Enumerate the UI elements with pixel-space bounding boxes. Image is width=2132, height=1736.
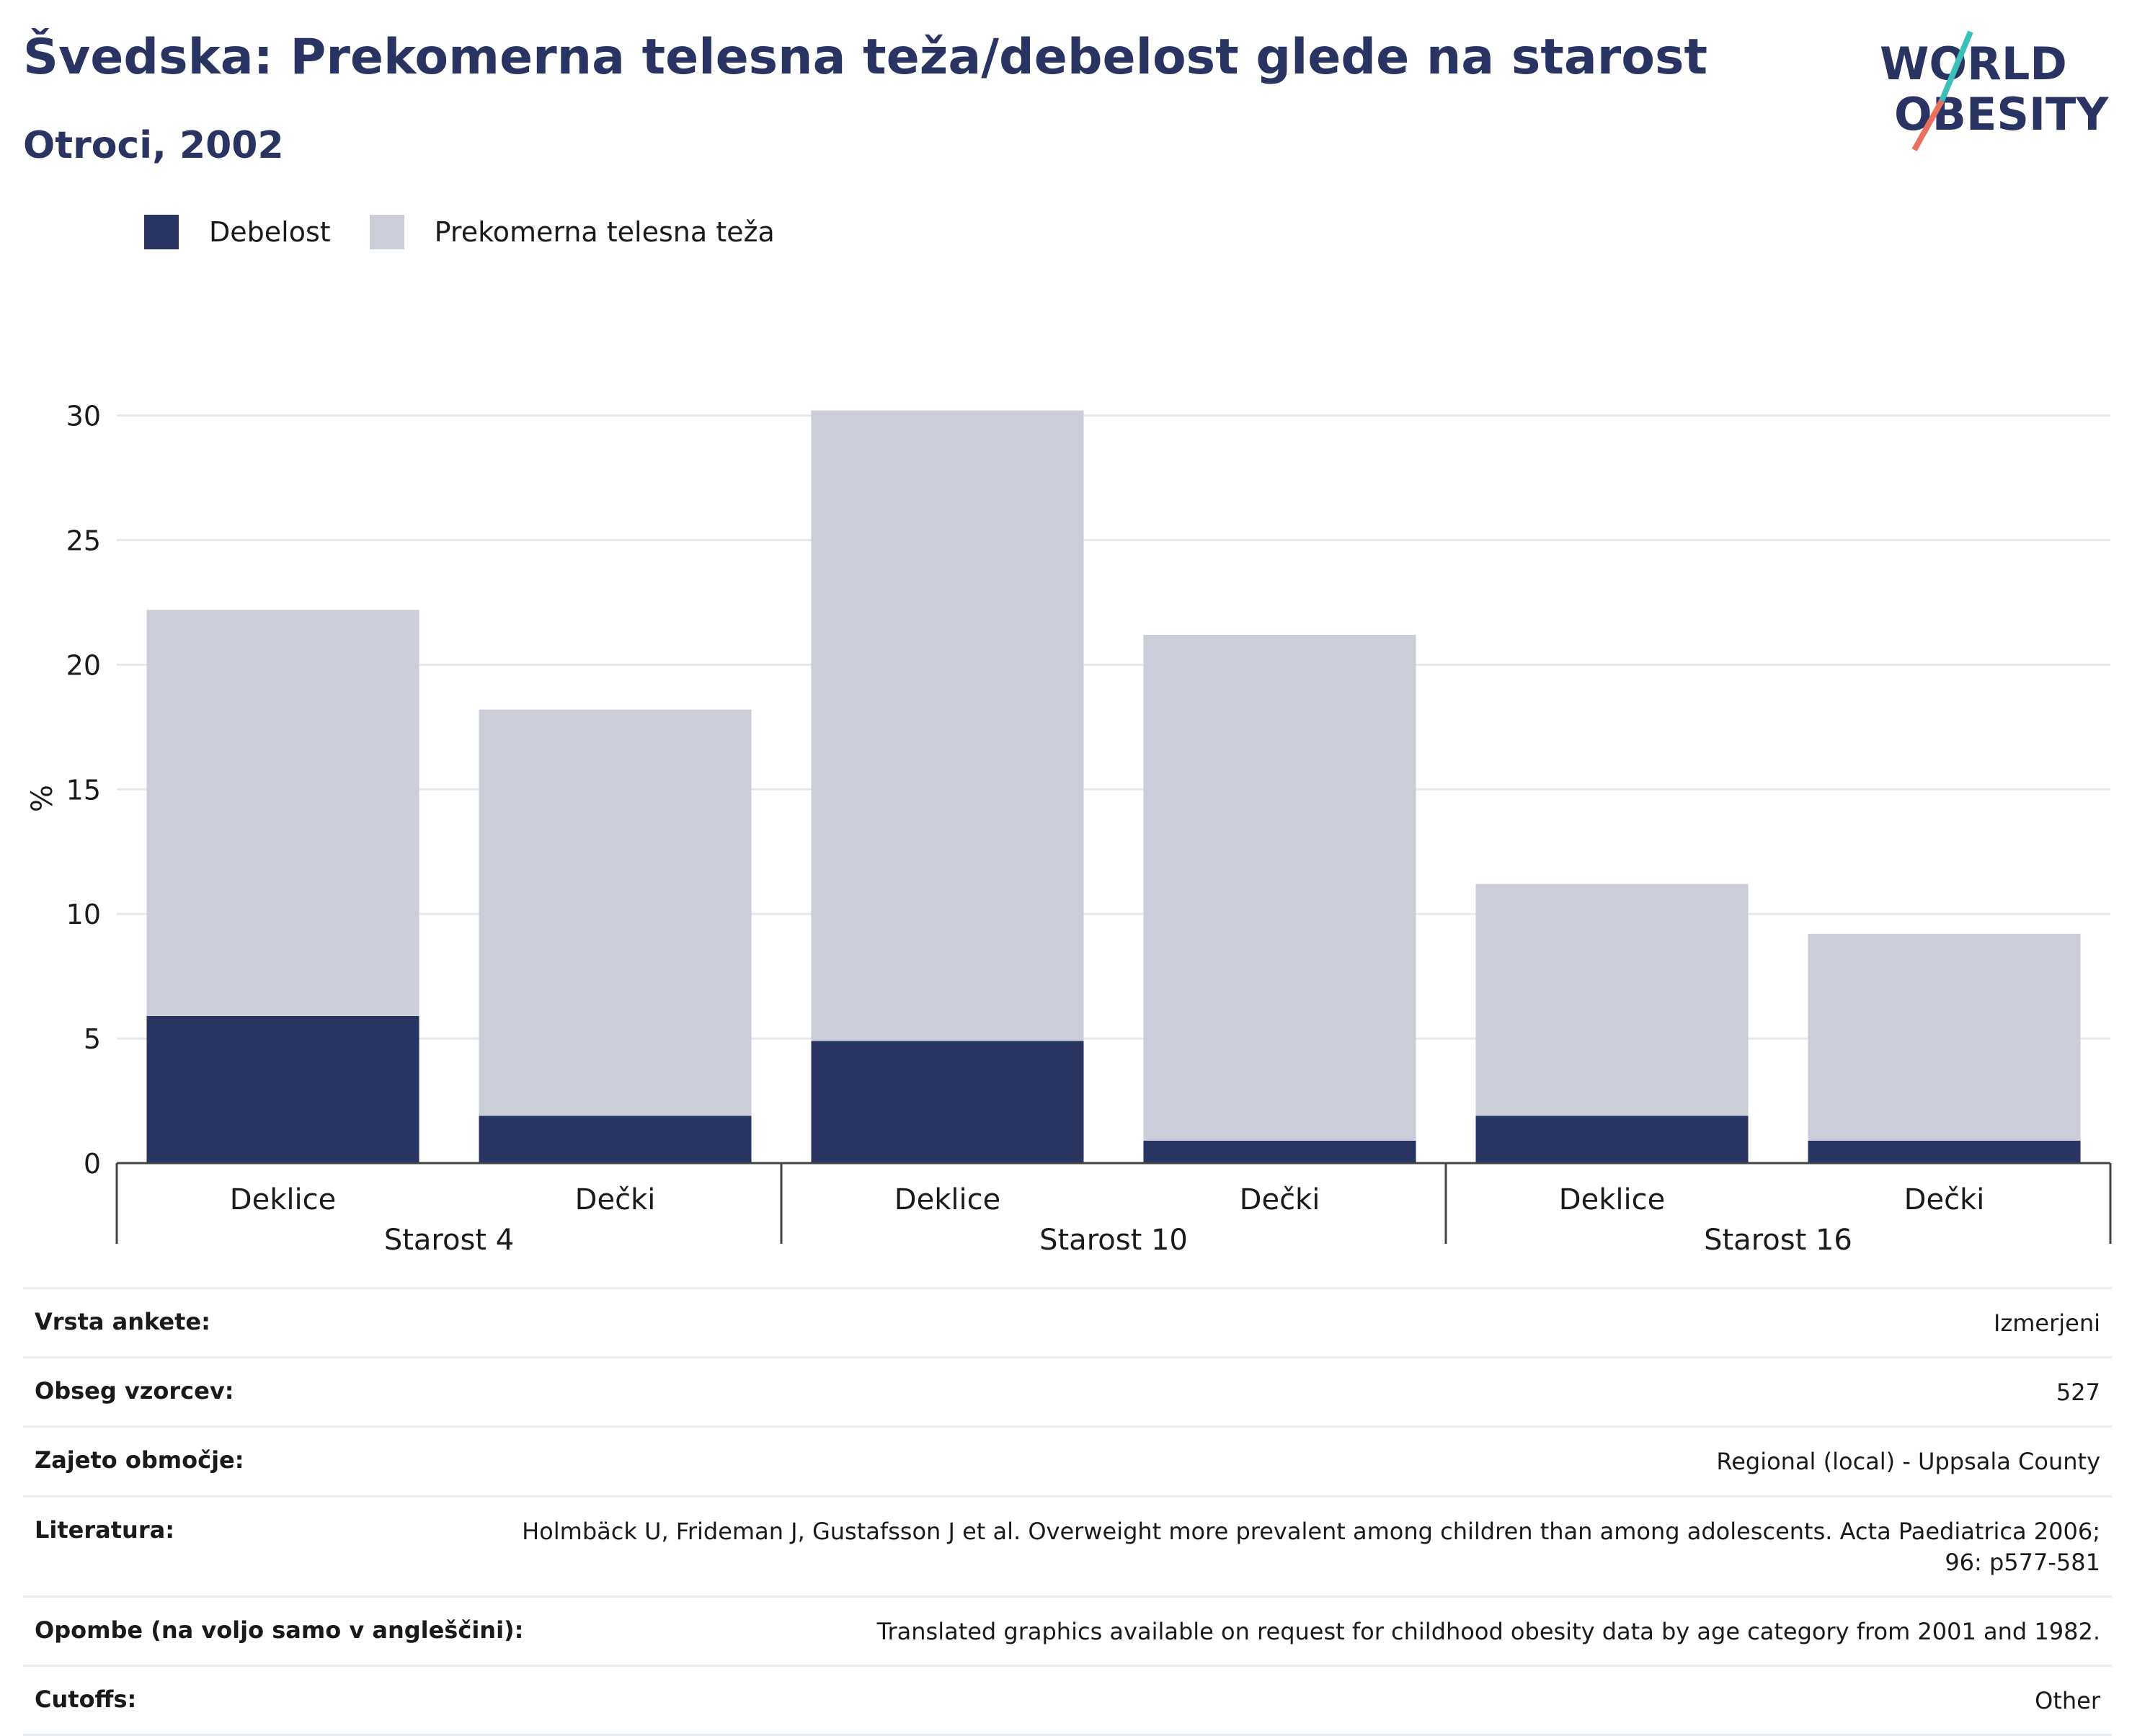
- legend-item-prekomerna[interactable]: Prekomerna telesna teža: [369, 215, 775, 249]
- meta-row: Vrsta ankete: Izmerjeni: [23, 1287, 2112, 1356]
- legend-label: Prekomerna telesna teža: [434, 216, 775, 248]
- bar-debelost: [1143, 1140, 1416, 1163]
- meta-row: Cutoffs: Other: [23, 1665, 2112, 1736]
- legend-swatch-debelost: [144, 215, 179, 249]
- bar-prekomerna-telesna-teža: [146, 610, 419, 1016]
- chart-subtitle: Otroci, 2002: [23, 124, 284, 167]
- x-tick-label: Deklice: [230, 1183, 336, 1216]
- meta-value: Translated graphics available on request…: [876, 1617, 2100, 1645]
- logo-slash-red: [1911, 99, 1945, 151]
- meta-value: Regional (local) - Uppsala County: [1716, 1448, 2100, 1476]
- x-tick-label: Dečki: [1240, 1183, 1320, 1216]
- y-axis-label: %: [26, 785, 59, 812]
- meta-row: Zajeto območje: Regional (local) - Uppsa…: [23, 1425, 2112, 1495]
- bar-debelost: [811, 1041, 1084, 1163]
- logo-line1: WORLD: [1880, 37, 2067, 90]
- meta-row: Literatura: Holmbäck U, Frideman J, Gust…: [23, 1495, 2112, 1595]
- meta-value: Other: [2035, 1687, 2100, 1715]
- y-tick-label: 5: [84, 1023, 101, 1055]
- bar-prekomerna-telesna-teža: [811, 410, 1084, 1041]
- y-tick-label: 0: [84, 1148, 101, 1180]
- y-tick-label: 20: [66, 649, 101, 681]
- x-tick-label: Deklice: [894, 1183, 1000, 1216]
- meta-row: Obseg vzorcev: 527: [23, 1356, 2112, 1425]
- legend-label: Debelost: [209, 216, 331, 248]
- meta-label: Literatura:: [35, 1515, 174, 1544]
- y-tick-label: 15: [66, 774, 101, 806]
- world-obesity-logo: WORLD OBESITY: [1880, 30, 2109, 151]
- chart-legend: Debelost Prekomerna telesna teža: [144, 215, 814, 249]
- legend-item-debelost[interactable]: Debelost: [144, 215, 331, 249]
- x-group-label: Starost 4: [384, 1224, 514, 1257]
- meta-label: Zajeto območje:: [35, 1446, 244, 1474]
- x-group-label: Starost 10: [1039, 1224, 1188, 1257]
- bar-debelost: [1808, 1140, 2081, 1163]
- meta-label: Obseg vzorcev:: [35, 1377, 234, 1405]
- logo-slash-teal: [1939, 30, 1973, 102]
- meta-label: Cutoffs:: [35, 1686, 137, 1714]
- chart-title: Švedska: Prekomerna telesna teža/debelos…: [23, 29, 1707, 86]
- x-tick-label: Dečki: [575, 1183, 656, 1216]
- legend-swatch-prekomerna: [369, 215, 404, 249]
- y-tick-label: 25: [66, 525, 101, 556]
- stacked-bar-chart: 0 5 10 15 20 25 30% Deklice Dečki Starost 4 Deklic…: [26, 401, 2112, 1257]
- logo-line2: OBESITY: [1894, 88, 2109, 141]
- y-tick-label: 30: [66, 401, 101, 432]
- y-tick-label: 10: [66, 899, 101, 930]
- x-tick-label: Deklice: [1559, 1183, 1665, 1216]
- bar-prekomerna-telesna-teža: [479, 709, 752, 1116]
- bar-prekomerna-telesna-teža: [1475, 883, 1749, 1116]
- x-tick-label: Dečki: [1904, 1183, 1985, 1216]
- bar-debelost: [146, 1015, 419, 1163]
- bar-prekomerna-telesna-teža: [1808, 933, 2081, 1141]
- meta-value: Izmerjeni: [1994, 1309, 2100, 1337]
- bar-debelost: [479, 1116, 752, 1163]
- x-group-label: Starost 16: [1704, 1224, 1852, 1257]
- meta-value: Holmbäck U, Frideman J, Gustafsson J et …: [522, 1517, 2100, 1576]
- metadata-table: Vrsta ankete: Izmerjeni Obseg vzorcev: 5…: [23, 1287, 2112, 1736]
- bar-debelost: [1475, 1116, 1749, 1163]
- meta-value: 527: [2056, 1379, 2100, 1407]
- bar-prekomerna-telesna-teža: [1143, 634, 1416, 1141]
- meta-label: Opombe (na voljo samo v angleščini):: [35, 1616, 524, 1644]
- meta-row: Opombe (na voljo samo v angleščini): Tra…: [23, 1595, 2112, 1665]
- meta-label: Vrsta ankete:: [35, 1308, 210, 1335]
